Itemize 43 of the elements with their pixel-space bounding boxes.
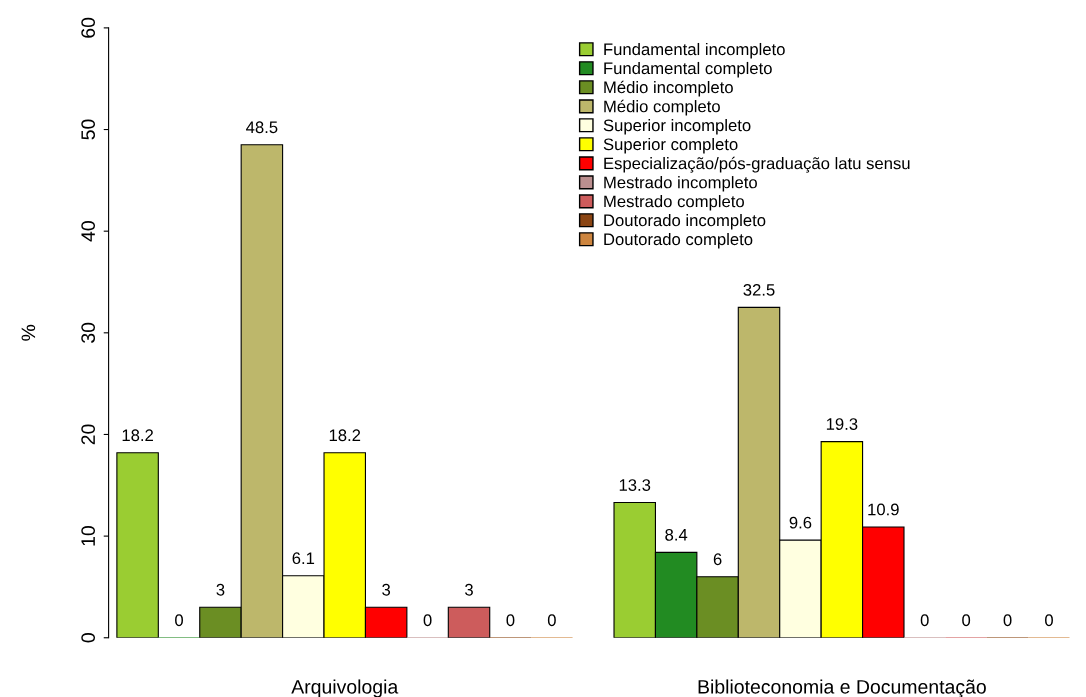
x-tick-label: Arquivologia [291, 679, 399, 697]
data-label: 0 [962, 614, 971, 627]
legend-label: Médio completo [604, 99, 720, 116]
data-label: 19.3 [826, 418, 858, 430]
data-label: 0 [423, 614, 432, 627]
data-label: 0 [175, 614, 184, 627]
y-tick-label: 0 [81, 633, 96, 643]
data-label: 9.6 [789, 516, 812, 529]
y-tick-label: 60 [81, 17, 96, 38]
legend-label: Fundamental completo [604, 61, 772, 78]
legend-label: Médio incompleto [604, 80, 733, 97]
y-tick-label: 30 [81, 322, 96, 343]
data-label: 18.2 [122, 429, 153, 442]
data-label: 0 [1003, 614, 1012, 627]
data-label: 48.5 [246, 121, 278, 134]
data-label: 6.1 [292, 552, 315, 565]
legend-label: Superior incompleto [603, 119, 751, 135]
data-label: 3 [382, 583, 391, 596]
data-label: 0 [506, 614, 515, 627]
legend-label: Doutorado incompleto [604, 213, 766, 230]
data-label: 6 [713, 553, 722, 566]
data-label: 18.2 [329, 429, 361, 442]
y-axis-title: % [21, 324, 36, 341]
y-tick-label: 50 [81, 119, 96, 140]
legend-label: Especialização/pós-graduação latu sensu [604, 156, 910, 173]
data-label: 0 [1045, 614, 1053, 627]
legend-label: Fundamental incompleto [604, 42, 785, 59]
data-label: 32.5 [743, 283, 775, 296]
y-tick-label: 40 [81, 221, 96, 242]
data-label: 10.9 [868, 503, 899, 516]
y-tick-label: 20 [81, 424, 96, 445]
legend-label: Doutorado completo [604, 232, 753, 249]
y-tick-label: 10 [81, 526, 96, 546]
data-label: 8.4 [665, 528, 688, 541]
data-label: 3 [465, 583, 473, 596]
data-label: 0 [547, 614, 556, 627]
data-label: 13.3 [619, 479, 651, 491]
x-tick-label: Biblioteconomia e Documentação [698, 679, 986, 697]
data-label: 3 [216, 583, 225, 596]
legend-label: Mestrado incompleto [604, 176, 757, 192]
legend-label: Mestrado completo [604, 195, 744, 211]
data-label: 0 [920, 614, 929, 627]
legend-label: Superior completo [603, 137, 738, 154]
